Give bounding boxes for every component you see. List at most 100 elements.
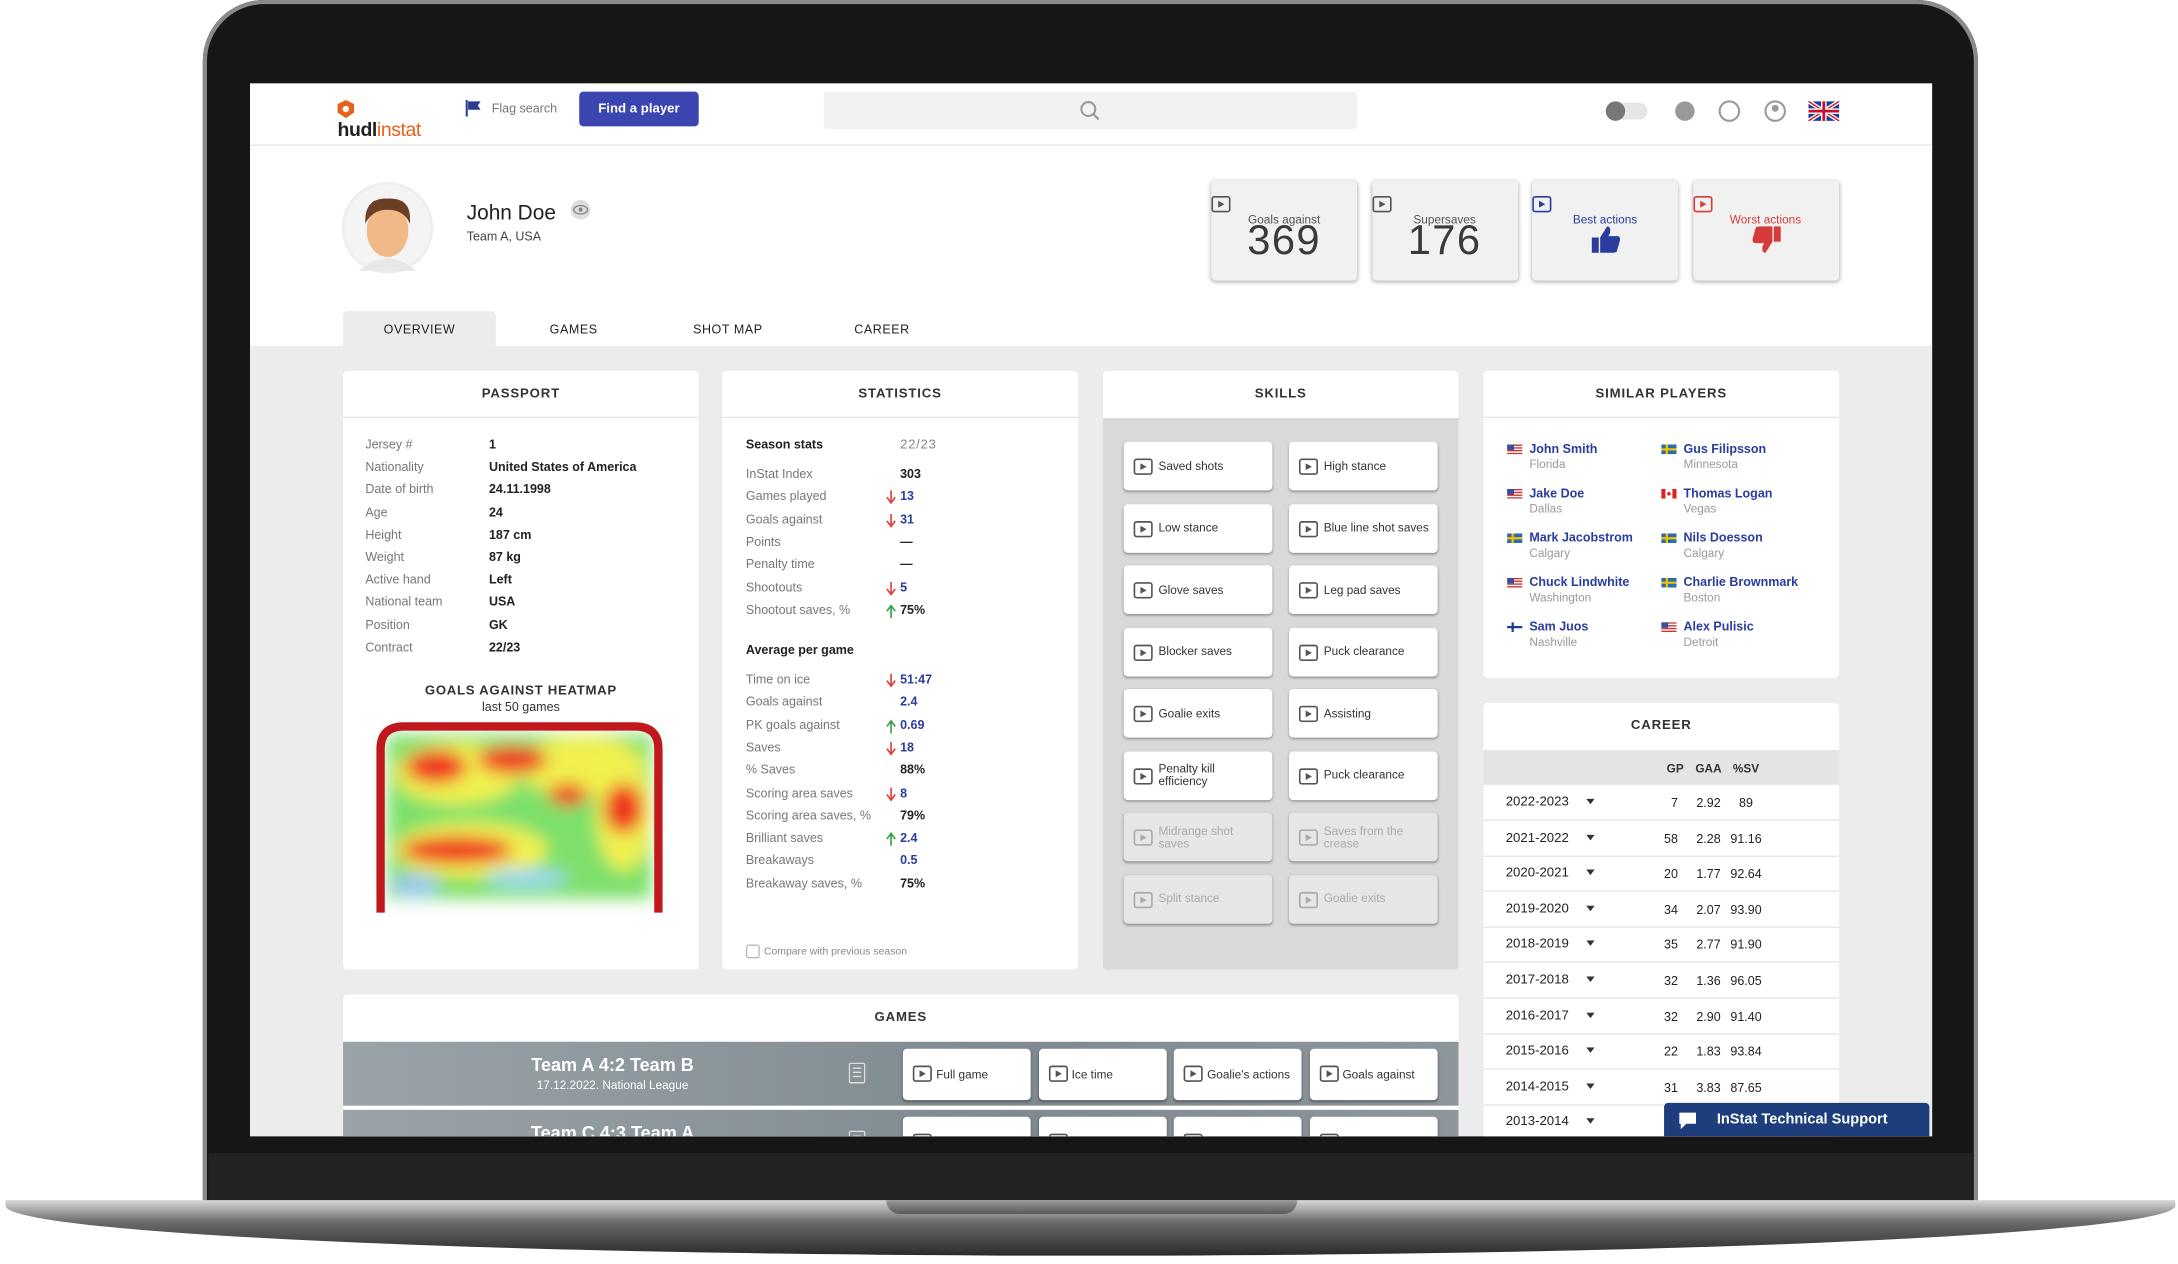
skill-button[interactable]: Leg pad saves [1289,565,1438,614]
player-link[interactable]: John Smith [1529,441,1598,456]
passport-label: Height [365,527,402,542]
game-button[interactable]: Goalie's actions [1173,1048,1302,1101]
career-cell: 32 [1664,973,1678,988]
stat-value: 303 [900,466,921,481]
dropdown-arrow-graphic [1586,869,1595,876]
panel-title: GAMES [874,1009,928,1026]
panel-title: SIMILAR PLAYERS [1595,386,1728,402]
flag [1507,533,1523,544]
player-link[interactable]: Mark Jacobstrom [1529,530,1633,545]
career-season[interactable]: 2016-2017 [1505,1007,1569,1024]
stat-card[interactable]: Supersaves 176 [1371,180,1518,281]
player-link[interactable]: Charlie Brownmark [1683,575,1799,589]
tab[interactable]: SHOT MAP [693,322,763,337]
header-icons[interactable] [1600,94,1932,127]
career-season[interactable]: 2019-2020 [1505,901,1569,917]
career-season[interactable]: 2018-2019 [1505,936,1569,953]
stat-card-head: Supersaves [1371,195,1518,228]
flag [1661,488,1677,499]
stat-label: Penalty time [745,557,815,572]
career-season[interactable]: 2014-2015 [1505,1078,1569,1095]
stat-label: Goals against [745,511,823,526]
game-button[interactable]: Goals against [1309,1048,1437,1101]
flag-icon-graphic [465,100,481,117]
player-link[interactable]: Jake Doe [1529,486,1585,501]
game-button[interactable]: Ice time [1038,1116,1167,1137]
skill-button[interactable]: Saved shots [1123,441,1273,491]
career-row-line [1483,926,1840,928]
tab[interactable]: OVERVIEW [383,322,456,337]
stat-card-head: Goals against [1211,195,1357,228]
career-cell: 93.90 [1730,902,1762,917]
screen: PASSPORT Jersey # 1 Nationality United State… [250,83,1933,1137]
game-button[interactable]: Goalie's actions [1173,1116,1302,1137]
panel-title: PASSPORT [481,386,561,402]
skill-label: Blocker saves [1158,643,1232,658]
tab[interactable]: GAMES [549,322,598,337]
skill-button[interactable]: Puck clearance [1289,750,1438,800]
search-box[interactable] [823,91,1358,130]
support-button[interactable]: InStat Technical Support [1664,1102,1930,1137]
skill-button[interactable]: Low stance [1123,503,1273,553]
game-button[interactable]: Goals against [1309,1116,1437,1137]
career-row-line [1483,961,1840,964]
stat-card-value: 369 [1247,218,1322,264]
play-icon-graphic [1133,520,1153,537]
stat-card[interactable]: Goals against 369 [1211,180,1358,281]
game-match[interactable]: Team C 4:3 Team A [530,1122,695,1137]
stat-card[interactable]: Best actions [1532,180,1678,281]
player-place: Nashville [1529,634,1578,649]
career-season[interactable]: 2013-2014 [1505,1114,1569,1130]
play-icon-graphic [1133,891,1153,908]
career-season[interactable]: 2021-2022 [1505,830,1569,846]
career-season[interactable]: 2020-2021 [1505,865,1569,881]
flag [1661,533,1677,544]
logo[interactable]: hudlinstat [337,100,421,140]
skill-button[interactable]: Blocker saves [1123,627,1273,676]
skill-button[interactable]: Puck clearance [1289,627,1438,676]
stat-card-head: Worst actions [1692,195,1839,228]
trend-arrow-down [886,786,896,801]
compare-label[interactable]: Compare with previous season [763,944,907,958]
skill-button[interactable]: Blue line shot saves [1289,503,1438,553]
flag [1507,444,1523,455]
player-link[interactable]: Gus Filipsson [1683,441,1767,456]
tab[interactable]: CAREER [854,322,910,337]
skill-button: Split stance [1123,874,1273,924]
career-season[interactable]: 2015-2016 [1505,1043,1569,1059]
career-season[interactable]: 2017-2018 [1505,972,1569,988]
player-place: Minnesota [1683,456,1738,471]
flag-graphic [1661,577,1677,588]
skill-button[interactable]: Glove saves [1123,565,1273,614]
player-link[interactable]: Thomas Logan [1683,486,1773,501]
find-player-button[interactable]: Find a player [579,91,699,127]
career-cell: 2.90 [1696,1009,1721,1024]
play-icon-graphic [1048,1133,1068,1137]
skill-button[interactable]: Goalie exits [1123,688,1273,738]
career-season[interactable]: 2022-2023 [1505,794,1569,810]
skill-button[interactable]: High stance [1289,441,1438,491]
stat-label: Goals against [745,694,823,709]
skill-button: Midrange shot saves [1123,812,1273,862]
game-button[interactable]: Full game [902,1048,1031,1101]
flag-search[interactable]: Flag search [491,101,558,116]
flag [1507,622,1523,633]
flag [1507,488,1523,499]
passport-label: Age [365,505,388,519]
skill-label: Goalie exits [1158,705,1221,720]
passport-value: 24 [488,505,503,519]
skill-button[interactable]: Penalty kill efficiency [1123,750,1273,800]
skill-button[interactable]: Assisting [1289,688,1438,738]
watch-icon[interactable] [570,199,592,221]
game-button[interactable]: Full game [902,1116,1031,1137]
player-link[interactable]: Chuck Lindwhite [1529,575,1630,589]
career-row-line [1483,1068,1840,1070]
compare-checkbox[interactable] [745,944,760,959]
game-match[interactable]: Team A 4:2 Team B [531,1054,694,1076]
stat-card[interactable]: Worst actions [1692,180,1839,281]
player-link[interactable]: Alex Pulisic [1683,619,1754,634]
player-link[interactable]: Nils Doesson [1683,530,1763,545]
game-button[interactable]: Ice time [1038,1048,1167,1101]
player-link[interactable]: Sam Juos [1529,619,1589,634]
career-cell: 20 [1664,867,1678,881]
